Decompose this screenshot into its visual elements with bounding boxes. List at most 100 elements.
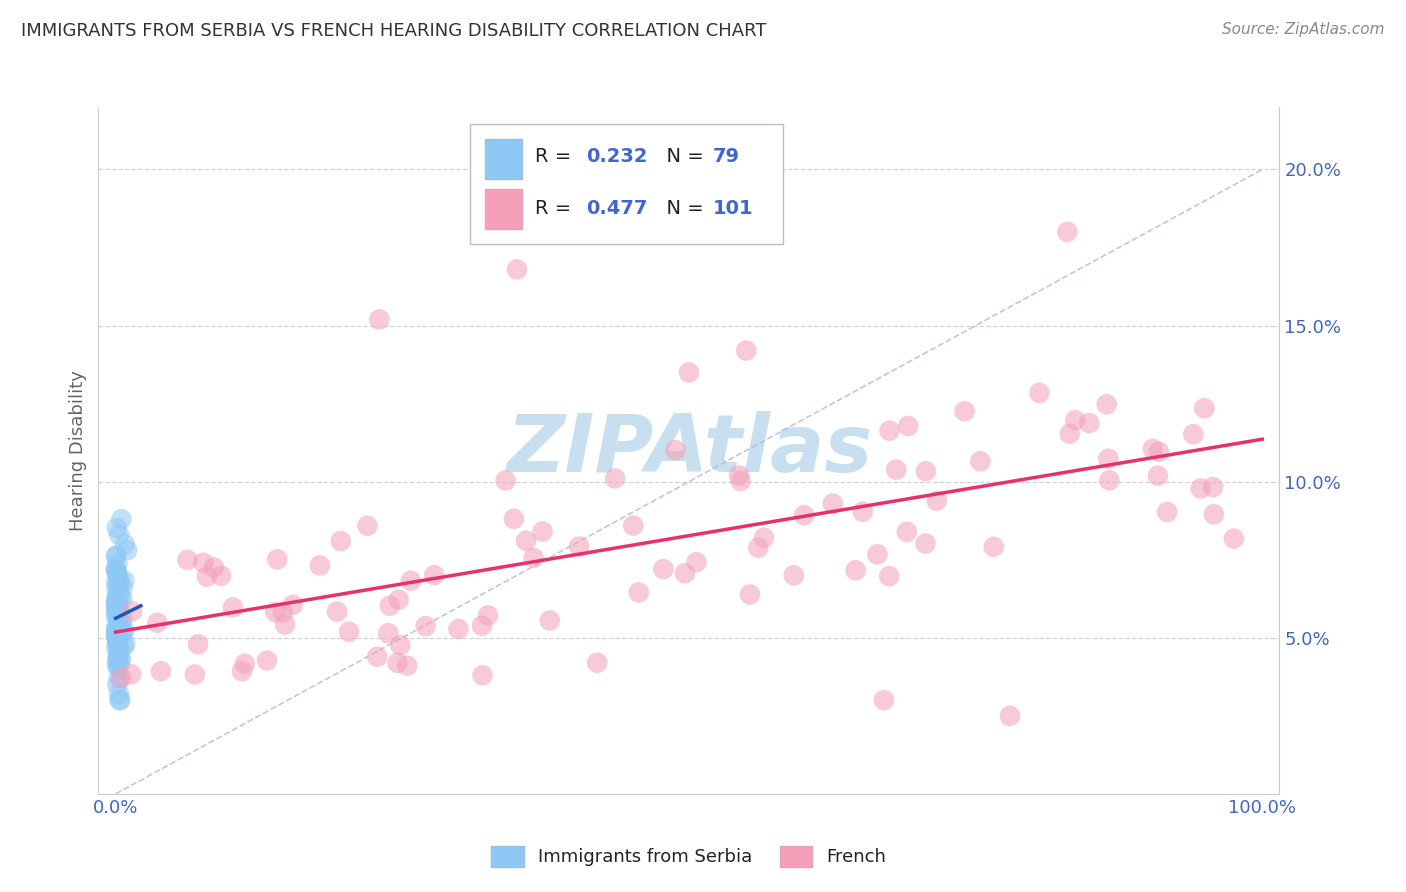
Point <box>925 493 948 508</box>
Point <box>105 598 128 612</box>
Point <box>107 636 129 650</box>
Point <box>107 634 129 648</box>
Point <box>112 624 135 638</box>
Point <box>389 638 412 652</box>
Point <box>621 518 644 533</box>
Point <box>105 625 128 640</box>
Point <box>104 549 127 564</box>
Point <box>1028 385 1050 400</box>
Point <box>108 658 131 673</box>
Point <box>110 652 132 666</box>
Point <box>108 572 131 586</box>
Point <box>845 563 868 577</box>
Point <box>271 606 294 620</box>
Point <box>105 574 128 589</box>
Point <box>105 625 128 640</box>
Point <box>105 632 128 647</box>
Point <box>112 639 135 653</box>
Point <box>866 548 889 562</box>
Point <box>447 622 470 636</box>
Point <box>110 616 132 631</box>
Point <box>108 687 131 701</box>
Point <box>264 605 287 619</box>
Point <box>1194 401 1216 416</box>
Text: N =: N = <box>654 199 710 218</box>
Point <box>110 671 132 685</box>
Point <box>326 605 349 619</box>
Point <box>399 574 422 588</box>
Point <box>1156 505 1178 519</box>
Point <box>538 614 561 628</box>
Point <box>104 562 127 576</box>
Point <box>107 654 129 668</box>
Point <box>783 568 806 582</box>
Point <box>108 693 131 707</box>
Point <box>108 603 131 617</box>
Point <box>105 580 128 594</box>
Point <box>506 262 529 277</box>
Point <box>107 639 129 653</box>
Text: R =: R = <box>536 147 578 166</box>
Point <box>110 625 132 640</box>
Point <box>603 471 626 485</box>
Point <box>953 404 976 418</box>
Point <box>108 619 131 633</box>
Point <box>673 566 696 581</box>
Point <box>730 474 752 488</box>
Point <box>983 540 1005 554</box>
Point <box>105 601 128 615</box>
Point <box>387 656 409 670</box>
Point <box>105 640 128 654</box>
Point <box>107 634 129 648</box>
Point <box>388 592 411 607</box>
Point <box>1147 468 1170 483</box>
Text: R =: R = <box>536 199 578 218</box>
Point <box>747 541 769 555</box>
Point <box>685 555 707 569</box>
Point <box>105 629 128 643</box>
Point <box>735 343 758 358</box>
Point <box>914 536 936 550</box>
Text: 0.232: 0.232 <box>586 147 648 166</box>
Point <box>377 626 399 640</box>
Point <box>1095 397 1118 411</box>
Point <box>105 606 128 620</box>
Point <box>107 596 129 610</box>
Point <box>678 366 700 380</box>
Point <box>366 649 388 664</box>
Point <box>515 533 537 548</box>
Point <box>105 622 128 636</box>
Point <box>107 602 129 616</box>
Point <box>793 508 815 523</box>
Point <box>105 612 128 626</box>
Point <box>1142 442 1164 456</box>
Point <box>105 521 128 535</box>
Point <box>852 505 875 519</box>
Point <box>105 623 128 637</box>
Point <box>471 618 494 632</box>
Point <box>111 612 134 626</box>
Point <box>728 468 751 483</box>
Point <box>107 582 129 597</box>
Point <box>873 693 896 707</box>
Point <box>104 621 127 635</box>
Point <box>114 574 136 588</box>
Point <box>329 534 352 549</box>
Point <box>105 549 128 563</box>
Point <box>378 599 401 613</box>
FancyBboxPatch shape <box>471 124 783 244</box>
Point <box>998 708 1021 723</box>
Point <box>1097 451 1119 466</box>
Point <box>105 595 128 609</box>
Point <box>105 657 128 672</box>
Point <box>202 560 225 574</box>
Point <box>121 605 143 619</box>
Point <box>503 512 526 526</box>
Point <box>1189 482 1212 496</box>
Point <box>368 312 391 326</box>
Point <box>1202 480 1225 494</box>
Point <box>110 512 132 526</box>
Point <box>738 587 761 601</box>
Point <box>879 424 901 438</box>
Point <box>108 575 131 590</box>
